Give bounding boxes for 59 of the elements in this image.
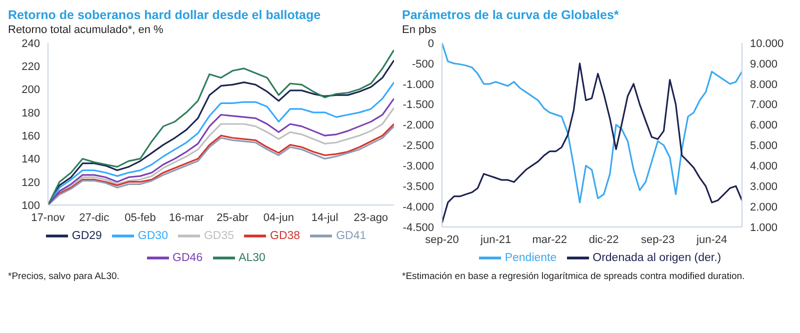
text: *Precios, salvo para AL30. <box>8 271 120 282</box>
chart-title: Retorno de soberanos hard dollar desde el ballotage <box>8 8 322 24</box>
y2-tick-label: 9.000 <box>750 58 778 70</box>
x-tick-label: dic-22 <box>588 234 619 246</box>
y2-tick-label: 2.000 <box>750 201 778 214</box>
legend-label: AL30 <box>238 252 266 264</box>
line-series <box>442 62 742 224</box>
y-axis-title: Retorno total acumulado*, en % <box>8 24 164 37</box>
y2-tick-label: 6.000 <box>750 120 778 132</box>
y-tick-label: -2.000 <box>402 120 434 132</box>
y-tick-label: -500 <box>412 58 434 70</box>
x-tick-label: 27-dic <box>79 212 110 224</box>
legend-label: Ordenada al origen (der.) <box>592 252 722 264</box>
x-tick-label: sep-23 <box>641 234 675 246</box>
y2-tick-label: 1.000 <box>750 222 778 234</box>
legend-label: GD29 <box>72 230 102 242</box>
y2-tick-label: 3.000 <box>750 181 778 194</box>
chart-title: Parámetros de la curva de Globales* <box>402 8 620 24</box>
x-tick-label: jun-21 <box>480 234 512 246</box>
legend-label: GD41 <box>336 230 366 242</box>
y-tick-label: 200 <box>22 84 40 96</box>
x-tick-label: 16-mar <box>168 212 204 224</box>
y-axis-title: En pbs <box>402 24 438 37</box>
x-tick-label: 04-jun <box>263 212 294 224</box>
x-tick-label: 23-ago <box>354 212 388 224</box>
legend-label: GD35 <box>204 230 234 242</box>
x-tick-label: sep-20 <box>425 234 459 246</box>
y-tick-label: 220 <box>22 61 40 74</box>
x-tick-label: 14-jul <box>311 212 338 224</box>
x-tick-label: mar-22 <box>532 234 568 246</box>
y-tick-label: 140 <box>22 154 40 166</box>
y-tick-label: 180 <box>22 107 40 120</box>
line-series <box>442 43 742 204</box>
legend-label: GD30 <box>138 230 168 242</box>
y-tick-label: 240 <box>22 38 40 50</box>
y-tick-label: -3.000 <box>402 160 434 173</box>
y-tick-label: -2.500 <box>402 140 434 152</box>
x-tick-label: 05-feb <box>124 212 156 224</box>
text: *Estimación en base a regresión logarítmica de spreads contra modified duration. <box>402 271 746 282</box>
y-tick-label: -4.000 <box>402 201 434 214</box>
y-tick-label: -4.500 <box>402 222 434 234</box>
legend-label: GD38 <box>270 230 300 242</box>
y-tick-label: 100 <box>22 200 40 212</box>
y-tick-label: 120 <box>22 176 40 189</box>
y2-tick-label: 5.000 <box>750 140 778 152</box>
x-tick-label: 17-nov <box>31 212 66 224</box>
y2-tick-label: 7.000 <box>750 99 778 112</box>
y-tick-label: 0 <box>428 38 434 50</box>
legend-label: Pendiente <box>504 252 557 264</box>
y-tick-label: -1.000 <box>402 78 434 91</box>
y2-tick-label: 8.000 <box>750 78 778 91</box>
legend-label: GD46 <box>172 252 203 264</box>
x-tick-label: jun-24 <box>696 234 728 246</box>
y-tick-label: -1.500 <box>402 99 434 112</box>
y2-tick-label: 10.000 <box>750 38 784 50</box>
y-tick-label: 160 <box>22 130 40 142</box>
y2-tick-label: 4.000 <box>750 160 778 173</box>
y-tick-label: -3.500 <box>402 181 434 194</box>
x-tick-label: 25-abr <box>216 212 249 224</box>
